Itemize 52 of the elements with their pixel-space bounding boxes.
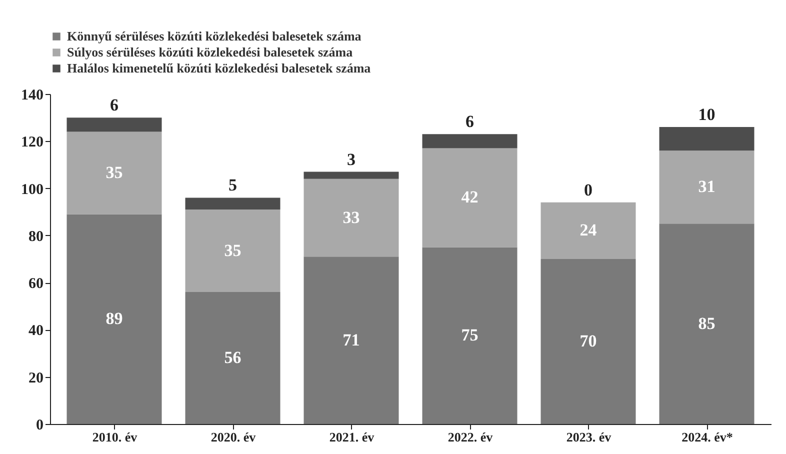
data-label: 89 xyxy=(106,309,123,328)
data-label: 35 xyxy=(106,162,123,182)
data-label: 56 xyxy=(224,348,242,367)
bar xyxy=(659,224,754,424)
bar xyxy=(304,178,399,257)
bar xyxy=(422,134,518,148)
bar xyxy=(540,259,636,424)
data-label: 0 xyxy=(584,180,592,200)
legend-label: Halálos kimenetelű közúti közlekedési balesetek száma xyxy=(67,60,372,76)
data-label: 6 xyxy=(110,96,118,115)
bar xyxy=(422,148,518,248)
bar xyxy=(304,256,399,424)
data-label: 5 xyxy=(228,176,237,195)
x-tick-label: 2020. év xyxy=(210,430,256,444)
data-label: 42 xyxy=(461,188,478,207)
data-label: 75 xyxy=(461,326,478,345)
data-label: 31 xyxy=(698,177,716,196)
data-label: 85 xyxy=(698,314,716,333)
legend-label: Súlyos sérüléses közúti közlekedési balesetek száma xyxy=(67,44,354,60)
bar xyxy=(66,132,162,214)
x-tick-label: 2023. év xyxy=(566,430,612,444)
bar xyxy=(540,202,636,259)
data-label: 6 xyxy=(466,112,474,132)
bar xyxy=(66,214,162,424)
data-label: 3 xyxy=(347,150,356,169)
data-label: 10 xyxy=(698,105,716,124)
bar xyxy=(66,118,162,132)
y-tick-label: 0 xyxy=(36,418,44,434)
legend-label: Könnyű sérüléses közúti közlekedési balesetek száma xyxy=(67,28,362,44)
y-tick-label: 60 xyxy=(28,276,44,292)
y-tick-label: 80 xyxy=(28,228,44,245)
bar xyxy=(185,198,280,210)
data-label: 33 xyxy=(342,208,360,227)
data-label: 24 xyxy=(580,220,598,240)
bar xyxy=(422,247,518,424)
data-label: 71 xyxy=(342,330,360,350)
bar xyxy=(185,292,280,424)
x-tick-label: 2021. év xyxy=(329,430,375,444)
y-tick-label: 140 xyxy=(21,88,44,104)
x-tick-label: 2010. év xyxy=(92,430,138,444)
data-label: 70 xyxy=(580,332,597,350)
y-tick-label: 40 xyxy=(28,323,44,340)
y-tick-label: 100 xyxy=(21,182,44,198)
x-tick-label: 2024. év* xyxy=(682,430,733,444)
x-tick-label: 2022. év xyxy=(448,430,494,444)
bar xyxy=(304,172,399,179)
bar xyxy=(185,210,280,292)
bar xyxy=(659,150,754,224)
y-tick-label: 120 xyxy=(21,134,44,151)
data-label: 35 xyxy=(224,240,242,260)
y-tick-label: 20 xyxy=(28,370,44,386)
bar xyxy=(659,127,754,151)
